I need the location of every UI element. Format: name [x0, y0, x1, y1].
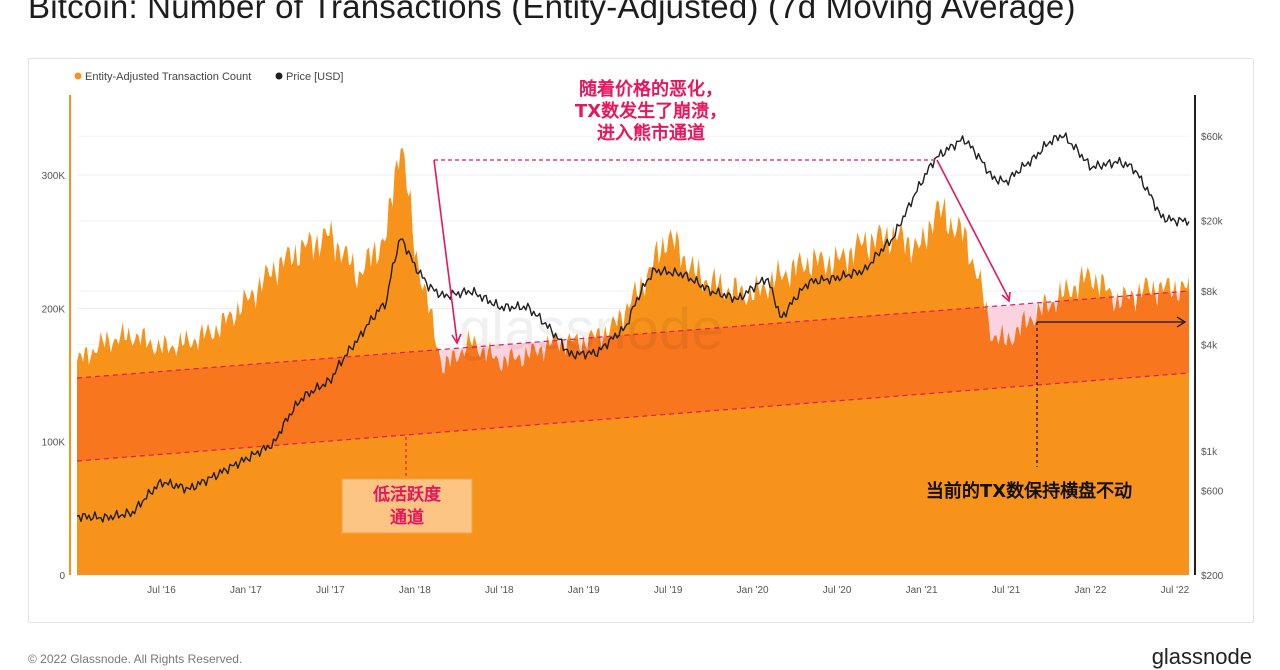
price-layer — [76, 132, 1190, 523]
chart-svg: Entity-Adjusted Transaction Count Price … — [42, 71, 1224, 596]
dip-region — [1155, 293, 1158, 308]
y-left-tick-label: 0 — [59, 571, 65, 582]
x-tick-label: Jan '18 — [399, 585, 431, 596]
dip-region — [557, 340, 560, 352]
dip-region — [601, 336, 604, 348]
legend-label-price: Price [USD] — [286, 71, 343, 83]
x-tick-label: Jan '19 — [568, 585, 600, 596]
legend-marker-tx — [74, 72, 82, 80]
bear-arrow-right-head — [1001, 291, 1011, 303]
footer-brand: glassnode — [1151, 644, 1252, 669]
y-right-tick-label: $20k — [1201, 217, 1224, 228]
bear-note-line: TX数发生了崩溃， — [575, 100, 727, 122]
y-right-tick-label: $8k — [1201, 287, 1218, 298]
dip-region — [1177, 291, 1180, 302]
bear-arrow-right — [936, 159, 1010, 300]
sideways-note: 当前的TX数保持横盘不动 — [926, 480, 1132, 502]
x-tick-label: Jul '19 — [654, 585, 683, 596]
x-tick-label: Jul '17 — [316, 585, 345, 596]
page-title: Bitcoin: Number of Transactions (Entity-… — [28, 0, 1076, 25]
dip-region — [563, 339, 566, 357]
dip-region — [549, 340, 552, 347]
x-tick-label: Jan '21 — [906, 585, 938, 596]
dip-region — [1113, 296, 1116, 312]
channel-layer — [76, 290, 1190, 462]
x-tick-label: Jul '20 — [823, 585, 852, 596]
y-right-tick-label: $600 — [1201, 486, 1224, 497]
bear-arrow-left — [433, 159, 458, 342]
y-right-tick-label: $1k — [1201, 447, 1218, 458]
y-left-tick-label: 200K — [42, 304, 66, 315]
dip-region — [1040, 302, 1043, 316]
bear-arrow-left-head — [451, 333, 462, 345]
x-tick-label: Jan '22 — [1074, 585, 1106, 596]
dip-region — [1127, 295, 1130, 300]
x-tick-label: Jul '18 — [485, 585, 514, 596]
dip-region — [585, 338, 588, 351]
chart-card: Entity-Adjusted Transaction Count Price … — [28, 58, 1254, 623]
y-right-tick-label: $200 — [1201, 571, 1224, 582]
sideways-arrow-head — [1176, 316, 1187, 328]
dip-region — [988, 303, 1037, 346]
channel-bottom-line — [76, 372, 1190, 462]
bear-note-line: 随着价格的恶化， — [579, 78, 723, 100]
channel-top-line — [76, 290, 1190, 379]
y-right-tick-label: $60k — [1201, 132, 1224, 143]
x-tick-label: Jul '22 — [1161, 585, 1190, 596]
y-right-tick-label: $4k — [1201, 341, 1218, 352]
dip-region — [478, 345, 488, 363]
y-left-tick-label: 100K — [42, 438, 66, 449]
dip-region — [579, 338, 582, 352]
dip-region — [1171, 292, 1174, 298]
y-left-tick-label: 300K — [42, 171, 66, 182]
channel-label-text: 通道 — [390, 507, 424, 528]
x-tick-label: Jul '21 — [992, 585, 1021, 596]
axes: 0 100K 200K 300K $200 $600 $1k $4k $8k $20k $60k Ju… — [42, 95, 1224, 596]
dip-region — [492, 341, 546, 372]
legend-marker-price — [275, 72, 283, 80]
dip-region — [1048, 301, 1058, 314]
footer-copyright: © 2022 Glassnode. All Rights Reserved. — [28, 652, 243, 666]
watermark: glassnode — [459, 297, 723, 362]
channel-label-box — [341, 478, 473, 534]
channel-label-text: 低活跃度 — [372, 484, 442, 505]
legend-label-tx: Entity-Adjusted Transaction Count — [85, 71, 251, 83]
legend: Entity-Adjusted Transaction Count Price … — [74, 71, 343, 83]
x-tick-label: Jan '20 — [737, 585, 769, 596]
dip-region — [1119, 296, 1122, 309]
dip-region — [440, 347, 467, 374]
price-line — [76, 132, 1190, 523]
x-tick-label: Jan '17 — [230, 585, 262, 596]
low-activity-channel — [77, 291, 1189, 461]
bear-note-line: 进入熊市通道 — [597, 122, 705, 144]
x-tick-label: Jul '16 — [147, 585, 176, 596]
